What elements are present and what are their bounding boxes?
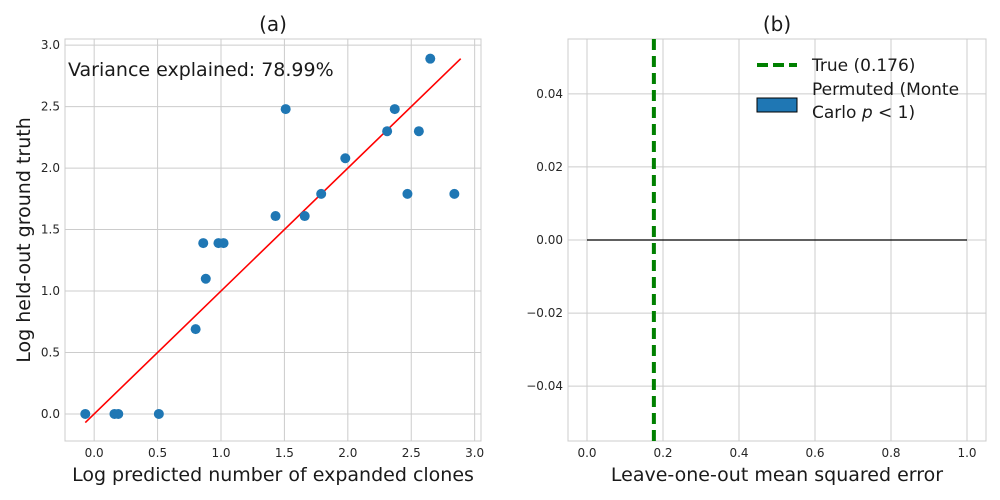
panel-b-y-ticks: −0.04 −0.02 0.00 0.02 0.04 [526, 87, 563, 393]
panel-b-x-ticks: 0.0 0.2 0.4 0.6 0.8 1.0 [577, 446, 976, 460]
panel-a-y-tick-label: 2.0 [41, 161, 60, 175]
panel-a-frame [64, 38, 482, 442]
panel-b-y-tick-label: 0.04 [536, 87, 563, 101]
scatter-point [153, 408, 164, 419]
panel-b-x-tick-label: 0.0 [577, 446, 596, 460]
panel-a-x-tick-label: 0.5 [148, 446, 167, 460]
panel-a-variance-annotation: Variance explained: 78.99% [68, 59, 334, 81]
panel-a-y-tick-label: 2.5 [41, 100, 60, 114]
panel-a-y-tick-label: 1.5 [41, 223, 60, 237]
scatter-point [218, 238, 229, 249]
legend-permuted-prefix: Carlo [812, 103, 862, 123]
panel-b-x-tick-label: 0.2 [653, 446, 672, 460]
scatter-point [270, 211, 281, 222]
panel-a-fit-line [84, 58, 462, 424]
panel-a-y-ticks: 0.0 0.5 1.0 1.5 2.0 2.5 3.0 [41, 38, 60, 421]
panel-b-legend: True (0.176) Permuted (Monte Carlo p < 1… [756, 56, 959, 123]
panel-b-frame [567, 38, 987, 442]
panel-a-x-tick-label: 2.5 [402, 446, 421, 460]
scatter-point [190, 324, 201, 335]
panel-b-x-tick-label: 0.4 [729, 446, 748, 460]
panel-a-title: (a) [259, 12, 287, 36]
panel-b-x-tick-label: 1.0 [957, 446, 976, 460]
scatter-point [200, 273, 211, 284]
scatter-point [299, 211, 310, 222]
legend-permuted-label-line2: Carlo p < 1) [812, 103, 915, 123]
panel-a-x-tick-label: 0.0 [85, 446, 104, 460]
scatter-point [382, 126, 393, 137]
scatter-point [80, 408, 91, 419]
panel-a-y-axis-label: Log held-out ground truth [13, 117, 35, 362]
panel-b-y-tick-label: −0.04 [526, 379, 563, 393]
scatter-point [449, 188, 460, 199]
scatter-point [316, 188, 327, 199]
panel-a-x-tick-label: 1.5 [275, 446, 294, 460]
panel-a-x-ticks: 0.0 0.5 1.0 1.5 2.0 2.5 3.0 [85, 446, 485, 460]
legend-permuted-p-var: p [861, 103, 873, 123]
panel-a-y-tick-label: 0.5 [41, 345, 60, 359]
panel-a-y-tick-label: 3.0 [41, 38, 60, 52]
scatter-point [198, 238, 209, 249]
panel-b-x-tick-label: 0.8 [881, 446, 900, 460]
panel-b-y-tick-label: 0.02 [536, 160, 563, 174]
panel-b-x-axis-label: Leave-one-out mean squared error [611, 464, 943, 486]
panel-a-x-tick-label: 3.0 [465, 446, 484, 460]
panel-a-y-tick-label: 1.0 [41, 284, 60, 298]
scatter-point [402, 188, 413, 199]
panel-a-x-axis-label: Log predicted number of expanded clones [72, 464, 474, 486]
scatter-point [389, 104, 400, 115]
scatter-point [113, 408, 124, 419]
legend-permuted-swatch [756, 97, 798, 113]
legend-true-label: True (0.176) [811, 56, 915, 76]
panel-b-title: (b) [763, 12, 791, 36]
legend-permuted-label-line1: Permuted (Monte [812, 80, 959, 100]
panel-a-x-tick-label: 1.0 [211, 446, 230, 460]
panel-b-y-tick-label: −0.02 [526, 306, 563, 320]
scatter-point [340, 153, 351, 164]
panel-b-x-tick-label: 0.6 [805, 446, 824, 460]
panel-b-permutation: 0.0 0.2 0.4 0.6 0.8 1.0 −0.04 −0.02 0.00 0.02 0.0… [526, 12, 987, 486]
panel-a-scatter: 0.0 0.5 1.0 1.5 2.0 2.5 3.0 0.0 0.5 1.0 1.5 2.0 2.5… [13, 12, 484, 486]
panel-a-x-tick-label: 2.0 [338, 446, 357, 460]
panel-b-y-tick-label: 0.00 [536, 233, 563, 247]
scatter-point [280, 104, 291, 115]
legend-permuted-suffix: < 1) [873, 103, 916, 123]
panel-a-points [80, 53, 460, 419]
scatter-point [413, 126, 424, 137]
scatter-point [425, 53, 436, 64]
panel-a-y-tick-label: 0.0 [41, 407, 60, 421]
